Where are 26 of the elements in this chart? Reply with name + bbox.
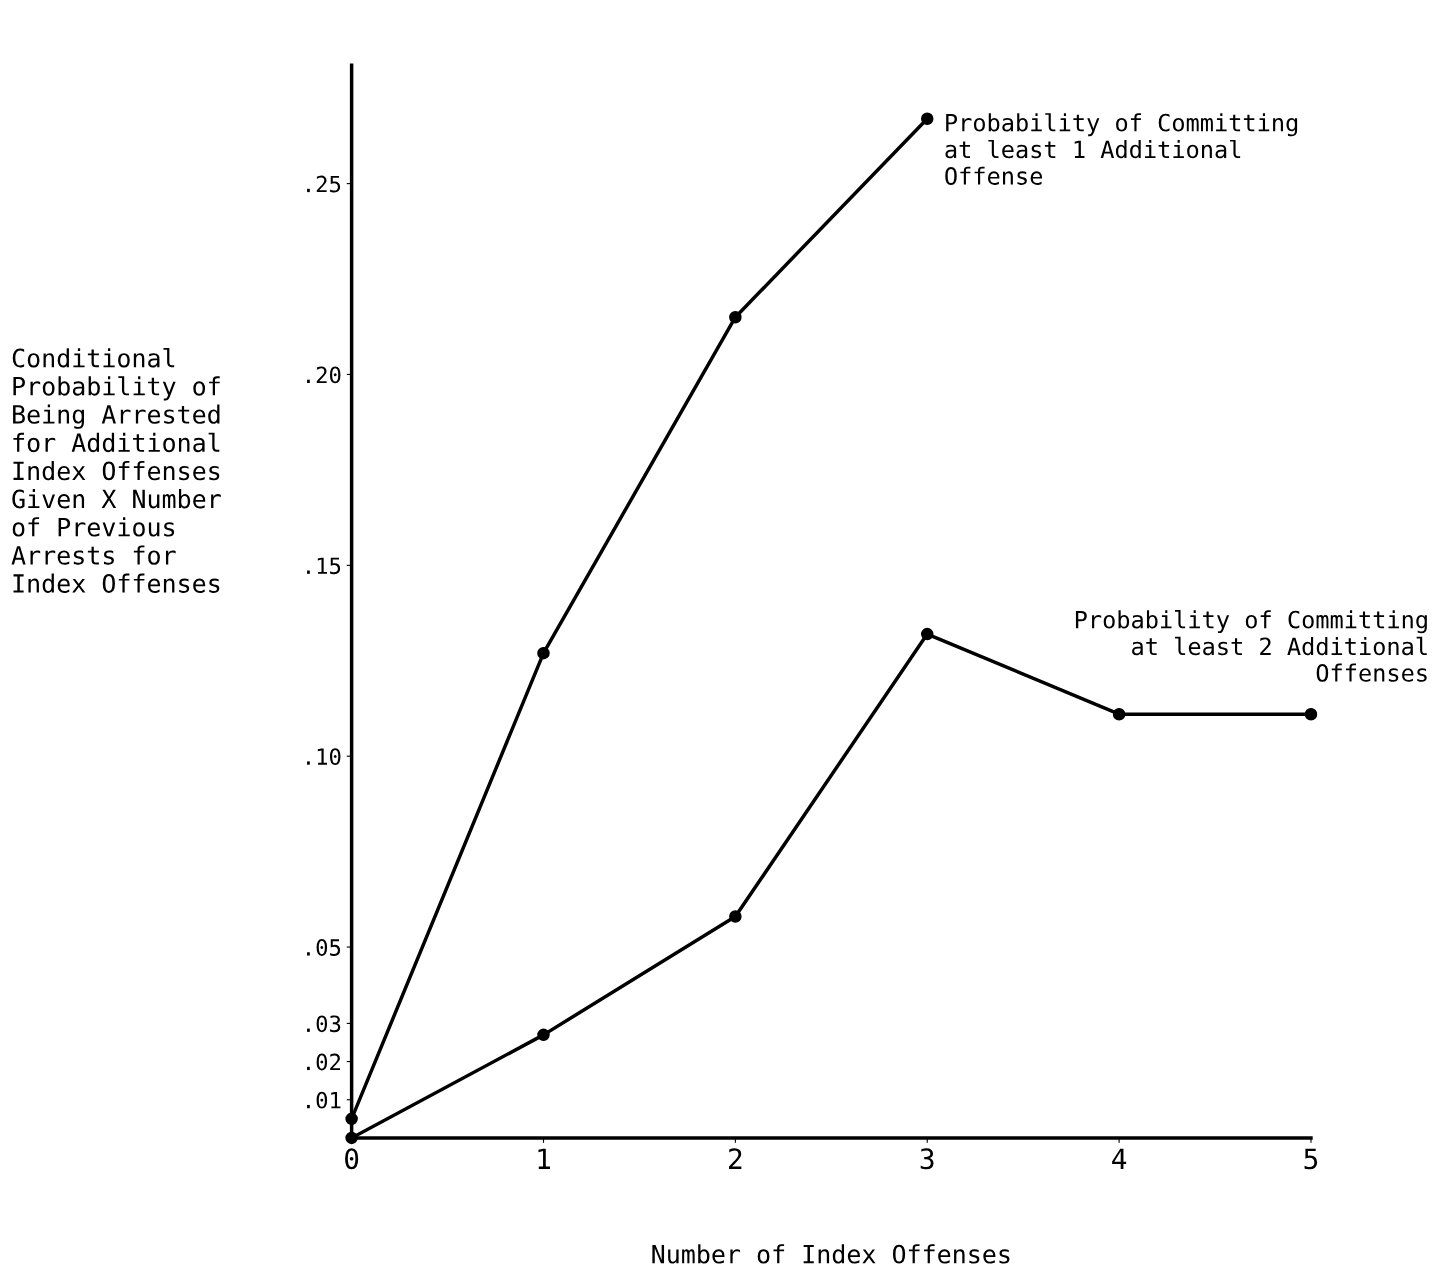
series-label: Probability of Committing at least 2 Additional Offenses [1075, 610, 1427, 682]
series-label: Probability of Committing at least 1 Additional Offense [945, 113, 1298, 185]
y-tick-label: .15 [307, 557, 341, 575]
x-tick-label: 1 [538, 1148, 550, 1169]
point [1304, 707, 1318, 721]
point [537, 646, 550, 660]
point [920, 112, 934, 125]
x-tick-label: 2 [729, 1148, 742, 1169]
point [729, 310, 742, 324]
x-tick-label: 0 [345, 1148, 359, 1170]
point [729, 910, 742, 923]
y-tick-label: .02 [307, 1053, 341, 1071]
y-tick-label: .05 [307, 939, 341, 956]
y-tick-label: .20 [307, 366, 341, 384]
point [537, 1028, 550, 1042]
y-tick-label: .10 [307, 748, 341, 766]
x-tick-label: 5 [1304, 1148, 1318, 1170]
x-tick-label: 4 [1112, 1148, 1127, 1169]
text: Conditional Probability of Being Arrested for Additional Index Offenses Given X Number of Previous Arrests for Index Offenses [11, 348, 221, 593]
x-tick-label: 3 [920, 1148, 934, 1170]
y-tick-label: .03 [307, 1015, 341, 1033]
point [1112, 707, 1126, 721]
y-tick-label: .25 [307, 175, 341, 193]
x-axis-title: Number of Index Offenses [652, 1244, 1010, 1264]
point [920, 627, 934, 641]
y-tick-label: .01 [307, 1091, 341, 1109]
